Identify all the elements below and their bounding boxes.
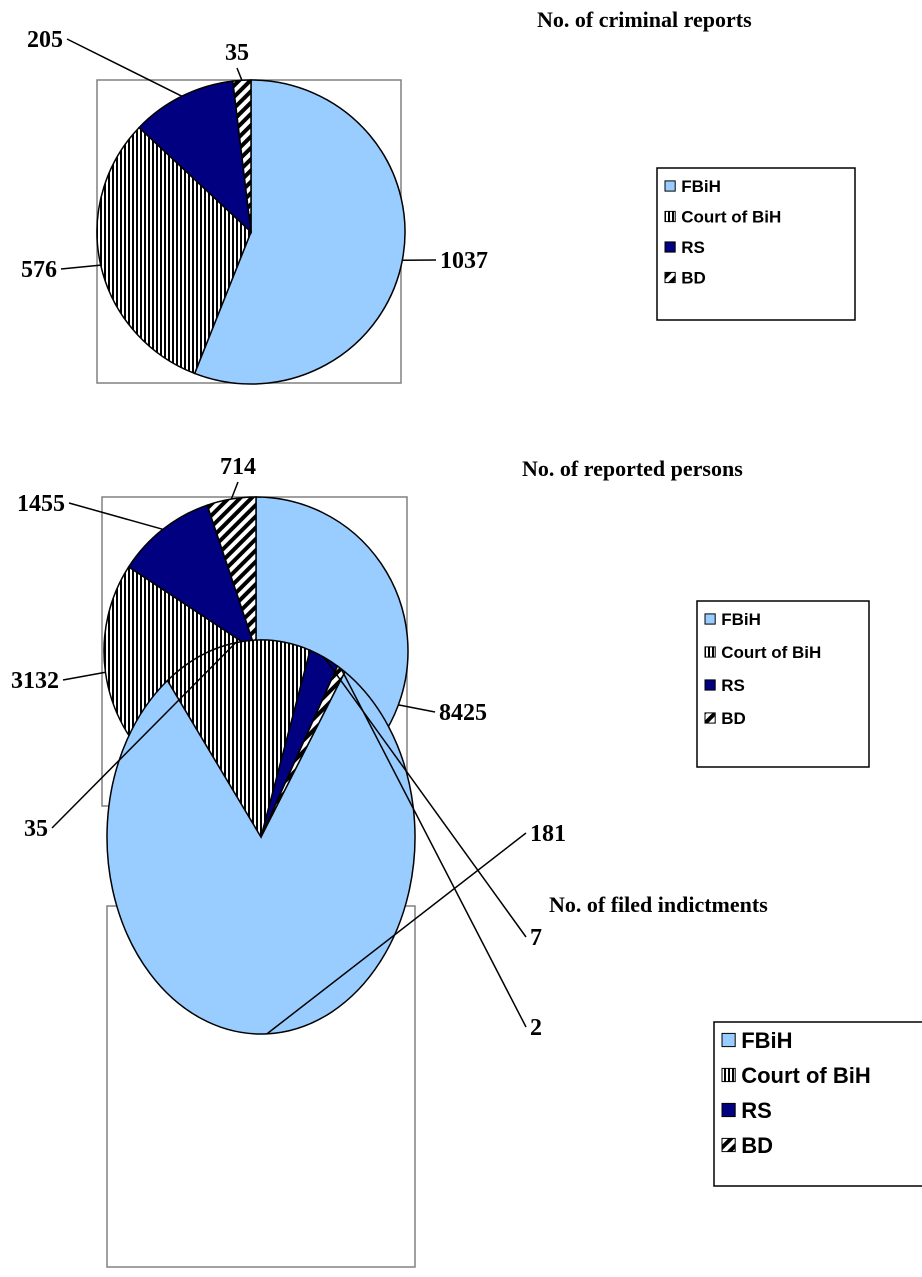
- legend-label-bd: BD: [741, 1133, 773, 1158]
- chart-title: No. of reported persons: [522, 456, 743, 481]
- legend-label-bd: BD: [681, 269, 706, 288]
- data-labels: 181 35 7 2: [24, 642, 566, 1041]
- legend: FBiH Court of BiH RS BD: [656, 167, 856, 321]
- leader-line: [398, 704, 436, 713]
- legend-label-fbih: FBiH: [681, 177, 721, 196]
- legend-swatch-rs: [704, 679, 716, 691]
- legend-box: [713, 1021, 922, 1187]
- leader-line: [266, 832, 527, 1035]
- legend-swatch-fbih: [664, 180, 676, 192]
- legend: FBiH Court of BiH RS BD: [713, 1021, 922, 1187]
- legend-box: [656, 167, 856, 321]
- leader-line: [236, 67, 243, 81]
- chart-title: No. of filed indictments: [549, 892, 768, 917]
- legend-label-rs: RS: [721, 676, 745, 695]
- data-labels: 8425 3132 1455 714: [11, 454, 487, 726]
- data-label-court-of-bih: 35: [24, 816, 48, 842]
- legend: FBiH Court of BiH RS BD: [696, 600, 870, 768]
- legend-swatch-court-of-bih: [721, 1067, 736, 1083]
- pie-slices: [96, 79, 406, 385]
- leader-line: [62, 671, 106, 681]
- data-label-bd: 35: [225, 40, 249, 66]
- leader-line: [60, 264, 101, 270]
- legend-swatch-fbih: [704, 613, 716, 625]
- legend-label-court-of-bih: Court of BiH: [721, 643, 821, 662]
- data-label-court-of-bih: 576: [21, 257, 57, 283]
- data-label-rs: 205: [27, 27, 63, 53]
- legend-swatch-bd: [704, 712, 716, 724]
- legend-swatch-court-of-bih: [704, 646, 716, 658]
- leader-line: [66, 38, 183, 97]
- leader-line: [68, 502, 164, 531]
- chart-criminal-reports: No. of criminal reports 1037 576 205 35 FBi…: [21, 7, 856, 385]
- leader-line: [230, 481, 239, 500]
- slice-fbih: [193, 79, 406, 385]
- legend-label-bd: BD: [721, 709, 746, 728]
- legend-swatch-bd: [721, 1137, 736, 1153]
- pie-slices: [106, 639, 416, 1035]
- legend-label-fbih: FBiH: [721, 610, 761, 629]
- slice-rs: [137, 80, 252, 234]
- legend-label-rs: RS: [681, 238, 705, 257]
- legend-swatch-court-of-bih: [664, 210, 676, 223]
- legend-swatch-fbih: [721, 1032, 736, 1048]
- legend-swatch-rs: [721, 1102, 736, 1118]
- legend-label-court-of-bih: Court of BiH: [681, 208, 781, 227]
- slice-bd: [206, 496, 257, 652]
- data-label-rs: 7: [530, 925, 542, 951]
- legend-label-fbih: FBiH: [741, 1028, 792, 1053]
- legend-label-court-of-bih: Court of BiH: [741, 1063, 871, 1088]
- leader-line: [323, 656, 527, 938]
- chart-title: No. of criminal reports: [537, 7, 752, 32]
- legend-swatch-rs: [664, 241, 676, 253]
- legend-swatch-bd: [664, 271, 676, 284]
- leader-line: [51, 642, 237, 829]
- leader-line: [340, 668, 527, 1028]
- data-label-fbih: 181: [530, 821, 566, 847]
- data-label-fbih: 1037: [440, 248, 488, 274]
- data-label-bd: 714: [220, 454, 256, 480]
- legend-box: [696, 600, 870, 768]
- data-label-bd: 2: [530, 1015, 542, 1041]
- legend-label-rs: RS: [741, 1098, 772, 1123]
- chart-filed-indictments: No. of filed indictments 181 35 7 2 FBiH Cou…: [24, 639, 922, 1268]
- data-labels: 1037 576 205 35: [21, 27, 488, 283]
- data-label-court-of-bih: 3132: [11, 668, 59, 694]
- slice-bd: [260, 664, 346, 838]
- data-label-rs: 1455: [17, 491, 65, 517]
- data-label-fbih: 8425: [439, 700, 487, 726]
- slice-rs: [127, 504, 258, 653]
